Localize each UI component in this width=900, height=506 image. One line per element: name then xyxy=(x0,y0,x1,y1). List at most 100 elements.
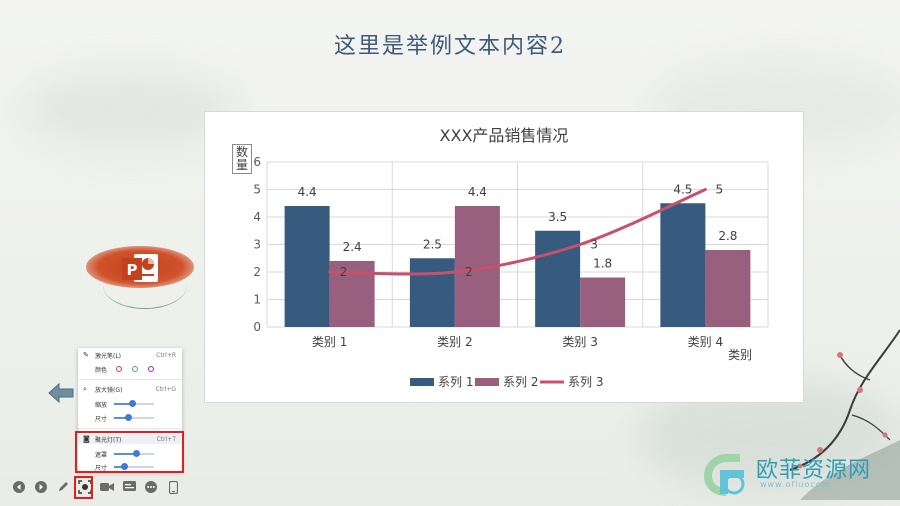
spotlight-item[interactable]: ◙ 聚光灯(T) Ctrl+T xyxy=(78,434,182,444)
subtitle-button[interactable] xyxy=(120,478,138,496)
line-data-label: 3 xyxy=(590,238,598,252)
line-data-label: 5 xyxy=(716,183,724,197)
data-label: 2.5 xyxy=(423,237,442,251)
spotlight-label: 聚光灯(T) xyxy=(95,436,122,444)
legend-label: 系列 1 xyxy=(438,375,473,389)
menu-divider xyxy=(78,428,182,429)
legend-swatch xyxy=(475,378,499,386)
data-label: 4.4 xyxy=(298,185,317,199)
menu-divider xyxy=(78,379,182,380)
background-wash xyxy=(20,70,240,150)
chart-title: XXX产品销售情况 xyxy=(439,126,569,145)
magnifier-shortcut: Ctrl+G xyxy=(155,385,176,393)
x-tick-label: 类别 2 xyxy=(437,335,472,349)
x-tick-label: 类别 1 xyxy=(312,335,347,349)
zoom-slider-knob[interactable] xyxy=(128,400,136,407)
device-button[interactable] xyxy=(164,478,182,496)
legend-label: 系列 2 xyxy=(503,375,538,389)
x-axis-title: 类别 xyxy=(728,348,752,362)
zoom-slider[interactable] xyxy=(114,400,154,407)
y-tick-label: 4 xyxy=(253,210,261,224)
more-button[interactable] xyxy=(142,478,160,496)
magnifier-size-knob[interactable] xyxy=(124,414,132,421)
slide-title: 这里是举例文本内容2 xyxy=(334,34,566,59)
spotlight-size-label: 尺寸 xyxy=(95,464,108,472)
magnifier-size-row: 尺寸 xyxy=(78,413,182,423)
watermark-url: www.ofluocom xyxy=(760,480,831,489)
plum-branch-decoration xyxy=(789,329,900,500)
pen-button[interactable] xyxy=(54,478,72,496)
bar xyxy=(409,258,455,327)
y-tick-label: 6 xyxy=(253,155,261,169)
laser-pointer-label: 激光笔(L) xyxy=(95,352,122,360)
bar xyxy=(580,277,626,327)
previous-arrow-icon[interactable] xyxy=(47,382,75,404)
toolbar-highlight-box xyxy=(74,476,93,499)
data-label: 2.4 xyxy=(343,240,362,254)
next-icon xyxy=(35,481,47,493)
zoom-label: 缩放 xyxy=(95,401,108,409)
spotlight-icon: ◙ xyxy=(83,435,90,443)
decorative-arc xyxy=(103,262,187,309)
line-data-label: 2 xyxy=(465,265,473,279)
legend-swatch xyxy=(410,378,434,386)
data-label: 3.5 xyxy=(548,210,567,224)
color-row: 颜色 xyxy=(78,364,182,374)
chart-plot: 0 1 2 3 4 5 6 4.4 2.4 类别 1 2.5 4.4 类别 2 3.5 1.8 类别 3 4.5… xyxy=(253,155,769,389)
mask-slider-knob[interactable] xyxy=(132,450,140,457)
laser-pointer-shortcut: Ctrl+R xyxy=(156,351,176,359)
spotlight-size-slider[interactable] xyxy=(114,463,154,470)
bar xyxy=(284,206,330,327)
mask-row: 遮罩 xyxy=(78,449,182,459)
bar xyxy=(660,203,706,327)
presentation-tools-menu: ✎ 激光笔(L) Ctrl+R 颜色 ⌕ 放大镜(G) Ctrl+G 缩放 尺寸… xyxy=(78,348,182,472)
color-option-purple[interactable] xyxy=(148,366,154,372)
prev-icon xyxy=(13,481,25,493)
x-tick-label: 类别 4 xyxy=(688,335,723,349)
y-tick-label: 5 xyxy=(253,183,261,197)
zoom-row: 缩放 xyxy=(78,399,182,409)
magnifier-item[interactable]: ⌕ 放大镜(G) Ctrl+G xyxy=(78,384,182,394)
powerpoint-icon: P xyxy=(122,254,158,282)
mask-label: 遮罩 xyxy=(95,451,108,459)
y-tick-label: 3 xyxy=(253,238,261,252)
y-tick-label: 0 xyxy=(253,320,261,334)
spotlight-size-knob[interactable] xyxy=(120,463,128,470)
chart-card: XXX产品销售情况 数量 0 1 2 3 4 5 6 4.4 2.4 类别 1 2.5 4.4 类别 2… xyxy=(204,111,804,403)
line-data-label: 2 xyxy=(340,265,348,279)
color-option-red[interactable] xyxy=(116,366,122,372)
next-slide-button[interactable] xyxy=(32,478,50,496)
device-icon xyxy=(168,480,178,494)
data-label: 4.4 xyxy=(468,185,487,199)
mask-slider[interactable] xyxy=(114,450,154,457)
y-tick-label: 2 xyxy=(253,265,261,279)
magnifier-size-label: 尺寸 xyxy=(95,415,108,423)
color-option-green[interactable] xyxy=(132,366,138,372)
y-tick-label: 1 xyxy=(253,293,261,307)
prev-slide-button[interactable] xyxy=(10,478,28,496)
camera-icon xyxy=(100,483,114,491)
subtitle-icon xyxy=(122,481,136,491)
watermark-name: 欧菲资源网 xyxy=(756,458,872,483)
data-label: 2.8 xyxy=(718,229,737,243)
data-label: 4.5 xyxy=(673,182,692,196)
data-label: 1.8 xyxy=(593,257,612,271)
magnifier-label: 放大镜(G) xyxy=(95,386,123,394)
more-icon xyxy=(145,481,157,493)
spotlight-highlight-box xyxy=(75,431,184,473)
legend-label: 系列 3 xyxy=(568,375,603,389)
laser-pen-icon: ✎ xyxy=(83,351,89,359)
camera-button[interactable] xyxy=(98,478,116,496)
x-tick-label: 类别 3 xyxy=(562,335,597,349)
spotlight-shortcut: Ctrl+T xyxy=(156,435,176,443)
bar xyxy=(705,250,751,327)
magnifier-size-slider[interactable] xyxy=(114,414,154,421)
magnifier-icon: ⌕ xyxy=(83,385,87,393)
watermark-logo-icon xyxy=(704,454,745,496)
ppt-letter: P xyxy=(127,261,138,279)
series-line xyxy=(328,188,707,276)
laser-pointer-item[interactable]: ✎ 激光笔(L) Ctrl+R xyxy=(78,350,182,360)
y-axis-label: 数量 xyxy=(232,144,252,174)
spotlight-size-row: 尺寸 xyxy=(78,462,182,472)
pen-icon xyxy=(59,482,68,491)
